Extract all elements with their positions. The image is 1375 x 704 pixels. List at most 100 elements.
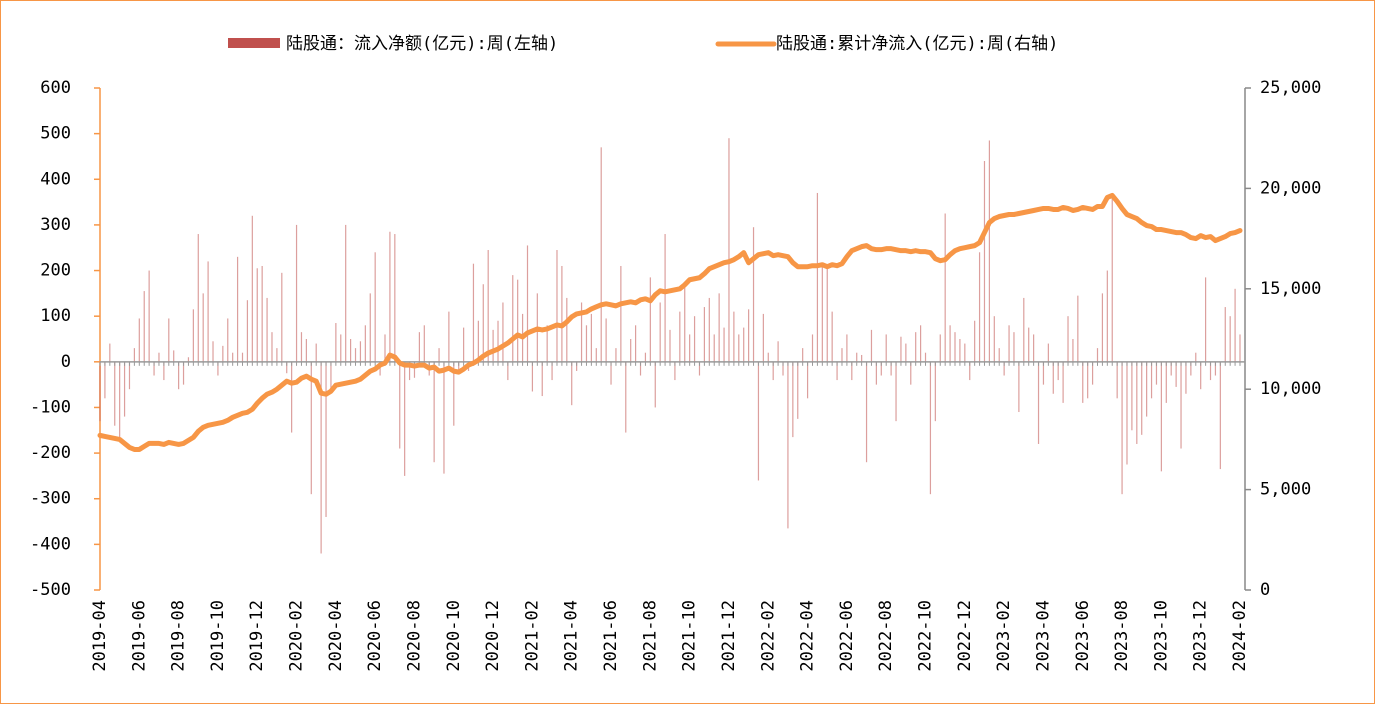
bar [1219,361,1221,470]
bar [1234,288,1236,362]
x-tick-label: 2021-04 [562,600,582,672]
x-tick-label: 2020-02 [287,600,307,672]
bar [1116,361,1118,399]
bar [512,275,514,362]
bar [187,357,190,362]
x-tick-label: 2019-06 [129,600,149,672]
bar [546,325,548,362]
bar [698,361,701,376]
bar [924,352,927,362]
bar [1136,361,1138,444]
bar [463,327,465,362]
y-tick-label: 500 [40,124,71,144]
bar [949,325,951,362]
bar [649,277,651,362]
bar [526,245,529,362]
x-tick-label: 2022-06 [837,600,857,672]
y2-tick-label: 5,000 [1260,480,1311,500]
bar [251,215,253,362]
bar [718,293,720,362]
bar [659,302,661,362]
legend-label: 陆股通:累计净流入(亿元):周(右轴) [776,34,1058,54]
x-tick-label: 2022-02 [758,600,778,672]
bar [1042,361,1045,385]
x-tick-label: 2023-02 [994,600,1014,672]
bar [315,343,317,362]
bar [399,361,401,449]
bar [767,352,769,362]
bar [787,361,789,529]
bar [738,334,740,362]
bar [1185,361,1187,394]
bar [325,361,327,517]
bar [1057,361,1059,381]
bar [929,361,932,495]
bar [1028,327,1030,362]
bar [1047,343,1049,362]
bar [811,334,814,362]
bar [944,213,946,362]
bar [1126,361,1128,465]
bar [345,224,347,362]
bar [143,291,145,362]
bar [1037,361,1040,444]
x-tick-label: 2021-06 [601,600,621,672]
bar [1155,361,1158,385]
y-tick-label: 200 [40,261,71,281]
bar [590,313,592,362]
bar [826,268,828,362]
bar [580,302,583,362]
bar [1013,332,1015,362]
bar [295,224,298,362]
bar [182,361,185,385]
x-tick-label: 2022-04 [798,600,818,672]
bar [910,361,912,385]
bar [610,361,612,385]
bar [261,265,263,362]
x-tick-label: 2023-10 [1151,600,1171,672]
bar [286,361,288,374]
x-tick-label: 2019-12 [247,600,267,672]
bar [163,361,165,381]
bar [246,300,249,362]
bar [1180,361,1182,449]
bar [502,302,504,362]
bar [639,361,642,376]
x-tick-label: 2021-12 [719,600,739,672]
bar [448,311,450,362]
bar [752,227,755,362]
bar [1146,361,1148,417]
bar [836,361,838,381]
bar [104,361,106,399]
bar [458,361,460,371]
bar [993,316,995,362]
x-tick-label: 2024-02 [1230,600,1250,672]
bar [1131,361,1133,431]
bar [1239,334,1241,362]
bar [1018,361,1020,413]
bar [128,361,131,390]
bar [438,348,440,362]
bar [831,311,833,362]
bar [99,361,101,422]
bar [359,341,362,362]
bar [114,361,116,426]
bar [517,279,519,362]
bar [1091,361,1094,385]
bar [551,361,553,381]
bar [507,361,509,381]
y-tick-label: -500 [30,580,71,600]
bar [1106,270,1108,362]
bar [291,361,293,433]
bar [983,161,986,362]
bar [413,361,416,378]
bar [1062,361,1064,403]
bar [369,293,371,362]
bar [1067,316,1069,362]
bar [841,348,843,362]
bar [875,361,877,385]
y-tick-label: 0 [61,352,71,372]
bar [566,297,568,362]
bar [472,263,475,362]
